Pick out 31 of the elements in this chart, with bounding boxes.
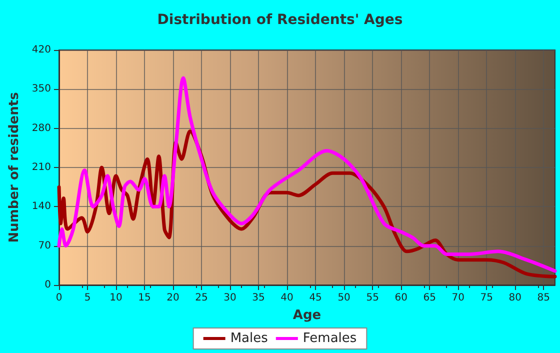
x-tick-label: 5 <box>84 292 91 304</box>
x-tick-label: 50 <box>338 292 350 304</box>
x-axis-title: Age <box>292 308 322 323</box>
legend-label: Females <box>302 331 357 346</box>
x-tick-label: 25 <box>195 292 208 304</box>
y-tick-label: 420 <box>32 44 51 56</box>
x-tick-label: 10 <box>110 292 122 304</box>
y-tick-label: 0 <box>44 280 51 290</box>
x-tick-label: 70 <box>452 292 464 304</box>
y-axis-title: Number of residents <box>7 92 22 243</box>
x-tick-label: 55 <box>366 292 379 304</box>
x-tick-label: 60 <box>394 292 408 304</box>
x-tick-label: 35 <box>252 292 265 304</box>
x-tick-label: 15 <box>138 292 151 304</box>
x-tick-label: 85 <box>537 292 550 304</box>
y-tick-label: 70 <box>38 240 51 252</box>
y-tick-label: 280 <box>32 122 51 134</box>
x-tick-label: 45 <box>309 292 322 304</box>
chart-title: Distribution of Residents' Ages <box>157 12 403 28</box>
y-tick-label: 140 <box>32 201 51 212</box>
x-tick-label: 30 <box>224 292 236 304</box>
x-tick-label: 80 <box>508 292 522 304</box>
x-tick-label: 75 <box>480 292 493 304</box>
x-tick-label: 40 <box>280 292 294 304</box>
y-tick-label: 350 <box>32 84 51 95</box>
legend-label: Males <box>230 331 268 346</box>
x-tick-label: 20 <box>166 292 180 304</box>
x-tick-label: 65 <box>423 292 436 304</box>
x-tick-label: 0 <box>56 292 62 304</box>
line-series <box>57 76 557 273</box>
y-tick-label: 210 <box>32 162 51 173</box>
